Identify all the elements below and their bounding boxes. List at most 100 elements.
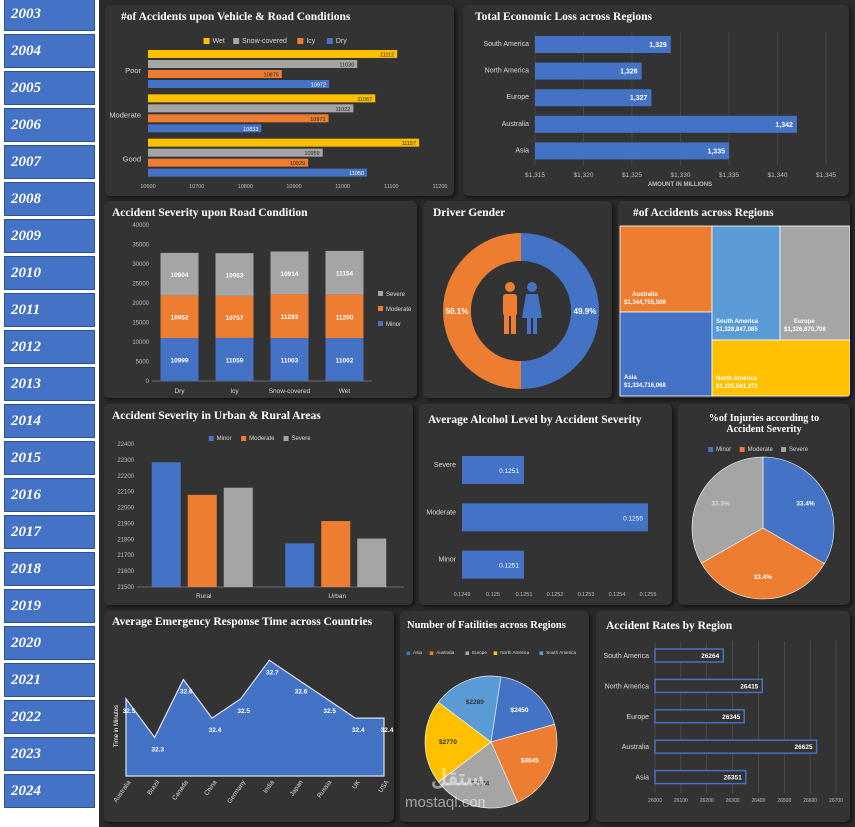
year-button-2020[interactable]: 2020: [4, 626, 95, 660]
x-tick-label: 11200: [433, 184, 448, 190]
legend-label-australia: Australia: [436, 650, 454, 655]
treemap-tile-europe: [779, 225, 850, 341]
year-button-2004[interactable]: 2004: [4, 34, 95, 68]
category-label-brazil: Brazil: [146, 779, 161, 797]
x-tick-label: 26100: [674, 798, 688, 804]
data-label-minor: 33.4%: [796, 501, 815, 508]
year-button-2015[interactable]: 2015: [4, 441, 95, 475]
category-label-south-america: South America: [483, 41, 529, 48]
year-button-2009[interactable]: 2009: [4, 219, 95, 253]
urban-rural-chart-title: Accident Severity in Urban & Rural Areas: [112, 410, 321, 422]
year-button-2024[interactable]: 2024: [4, 774, 95, 808]
data-label-good-dry: 11050: [349, 171, 364, 177]
year-button-2007[interactable]: 2007: [4, 145, 95, 179]
category-label-north-america: North America: [605, 683, 649, 690]
bar-south-america: [535, 36, 671, 53]
category-label-asia: Asia: [635, 775, 649, 782]
category-label-china: China: [203, 779, 219, 797]
data-label-brazil: 32.3: [151, 746, 164, 753]
y-tick-label: 40000: [132, 223, 149, 229]
x-tick-label: 0.1251: [516, 592, 533, 598]
bar-south-america: [654, 648, 725, 663]
data-label-moderate-wet: 11067: [357, 97, 372, 103]
legend-label-minor: Minor: [386, 322, 401, 328]
year-button-2010[interactable]: 2010: [4, 256, 95, 290]
data-label-good-icy: 10929: [290, 161, 305, 167]
economic-loss-chart-panel: Total Economic Loss across Regions $1,31…: [463, 5, 849, 196]
bar-urban-severe: [357, 538, 387, 587]
bar-snow-covered-moderate: [270, 294, 309, 339]
y-tick-label: 30000: [132, 262, 149, 268]
rates-chart: 26000 26100 26200 26300 26400 26500 26600 26700…: [603, 641, 843, 804]
year-button-2005[interactable]: 2005: [4, 71, 95, 105]
category-label-urban: Urban: [328, 593, 346, 600]
year-button-2022[interactable]: 2022: [4, 700, 95, 734]
year-button-2012[interactable]: 2012: [4, 330, 95, 364]
data-label-australia: 1,342: [775, 122, 793, 129]
rates-chart-panel: Accident Rates by Region 26000 26100 26200…: [596, 611, 850, 822]
category-label-rural: Rural: [196, 593, 212, 600]
bar-dry-minor: [160, 338, 199, 381]
bar-moderate-dry: [148, 124, 262, 133]
legend-label-wet: Wet: [213, 38, 225, 45]
treemap-tile-asia: [619, 311, 713, 397]
y-tick-label: 10000: [132, 340, 149, 346]
data-label-right: 49.9%: [574, 307, 597, 316]
legend-label-severe: Severe: [789, 447, 809, 453]
bar-australia: [535, 115, 797, 133]
treemap-name-australia: Australia: [632, 292, 658, 298]
data-label-icy-minor: 11059: [226, 357, 244, 364]
x-tick-label: 10700: [189, 184, 204, 190]
x-tick-label: 26000: [648, 798, 662, 804]
y-tick-label: 20000: [132, 301, 149, 307]
fatalities-chart-panel: Number of Fatilities across Regions Asia…: [400, 611, 589, 822]
legend-swatch-australia: [429, 651, 434, 655]
bar-dry-severe: [160, 252, 199, 296]
data-label-russia: 32.5: [323, 708, 336, 715]
year-button-2018[interactable]: 2018: [4, 552, 95, 586]
year-button-2011[interactable]: 2011: [4, 293, 95, 327]
year-button-2014[interactable]: 2014: [4, 404, 95, 438]
bar-urban-minor: [285, 543, 315, 587]
bar-moderate-snow-covered: [148, 104, 354, 113]
y-tick-label: 21800: [117, 537, 134, 543]
x-tick-label: $1,345: [816, 172, 836, 179]
accidents-regions-chart-panel: #of Accidents across Regions Australia $1…: [618, 201, 850, 398]
category-label-minor: Minor: [438, 557, 456, 564]
treemap-name-asia: Asia: [624, 375, 637, 381]
bar-north-america: [535, 62, 642, 80]
vehicle-road-chart: Wet Snow-covered Icy Dry Poor 11112 11030 10875…: [109, 38, 448, 190]
driver-gender-chart: 50.1% 49.9%: [443, 233, 599, 389]
year-button-2021[interactable]: 2021: [4, 663, 95, 697]
data-label-india: 32.7: [266, 669, 279, 676]
year-button-2016[interactable]: 2016: [4, 478, 95, 512]
legend-label-icy: Icy: [306, 38, 315, 45]
bar-poor-icy: [148, 70, 282, 78]
year-button-2013[interactable]: 2013: [4, 367, 95, 401]
y-tick-label: 25000: [132, 282, 149, 288]
x-tick-label: $1,330: [671, 172, 691, 179]
category-label-australia: Australia: [622, 744, 649, 751]
data-label-south-america: 26264: [701, 653, 719, 660]
pie-slice-asia: [490, 676, 555, 743]
category-label-australia: Australia: [112, 779, 132, 804]
legend-swatch-severe: [283, 436, 289, 441]
category-label-europe: Europe: [626, 714, 649, 721]
x-tick-label: 0.125: [486, 592, 500, 598]
legend-swatch-severe: [781, 447, 787, 452]
data-label-poor-icy: 10875: [264, 73, 279, 79]
category-label-usa: USA: [377, 779, 391, 795]
category-label-snow-covered: Snow-covered: [269, 388, 311, 395]
category-label-south-america: South America: [603, 653, 649, 660]
pie-slice-south-america: [437, 675, 502, 743]
legend-label-moderate: Moderate: [748, 447, 774, 453]
year-button-2003[interactable]: 2003: [4, 0, 95, 31]
female-leg-right: [533, 317, 537, 334]
bar-poor-dry: [148, 80, 330, 88]
year-button-2019[interactable]: 2019: [4, 589, 95, 623]
year-button-2008[interactable]: 2008: [4, 182, 95, 216]
year-button-2006[interactable]: 2006: [4, 108, 95, 142]
year-button-2017[interactable]: 2017: [4, 515, 95, 549]
year-button-2023[interactable]: 2023: [4, 737, 95, 771]
donut-slice-1: [521, 233, 599, 389]
